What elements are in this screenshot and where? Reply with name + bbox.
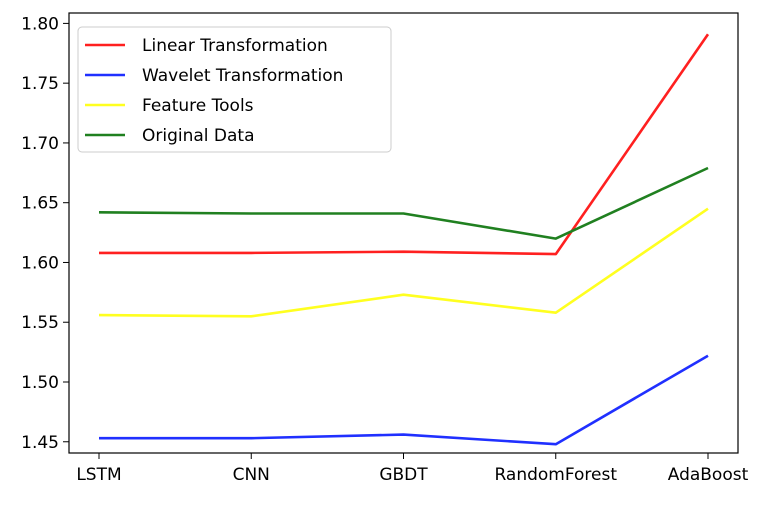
x-tick-label: RandomForest [494, 465, 617, 485]
x-tick-label: CNN [233, 465, 270, 485]
series-line-wavelet-transformation [99, 354, 709, 446]
x-tick-label: LSTM [76, 465, 121, 485]
series-line-linear-transformation [99, 33, 710, 256]
y-tick-label: 1.75 [21, 74, 59, 94]
y-tick-label: 1.80 [21, 14, 59, 34]
x-tick-label: GBDT [379, 465, 428, 485]
y-tick-label: 1.60 [21, 253, 59, 273]
y-tick-label: 1.50 [21, 373, 59, 393]
legend-label: Wavelet Transformation [142, 66, 343, 86]
legend-label: Original Data [142, 126, 255, 146]
series-line-feature-tools [98, 207, 709, 318]
legend-label: Feature Tools [142, 96, 254, 116]
legend-box [77, 26, 392, 153]
legend-label: Linear Transformation [142, 36, 328, 56]
y-axis: 1.45 1.50 1.55 1.60 1.65 1.70 1.75 1.80 [21, 14, 69, 453]
y-tick-label: 1.65 [21, 194, 59, 214]
x-tick-label: AdaBoost [668, 465, 749, 485]
series-line-original-data [98, 166, 709, 240]
y-tick-label: 1.45 [21, 433, 59, 453]
legend-entries: Linear Transformation Wavelet Transformat… [85, 36, 343, 146]
legend: Linear Transformation Wavelet Transformat… [77, 26, 392, 153]
x-axis: LSTM CNN GBDT RandomForest AdaBoost [76, 453, 749, 485]
series-layer [98, 33, 710, 446]
y-tick-label: 1.55 [21, 313, 59, 333]
y-tick-label: 1.70 [21, 134, 59, 154]
